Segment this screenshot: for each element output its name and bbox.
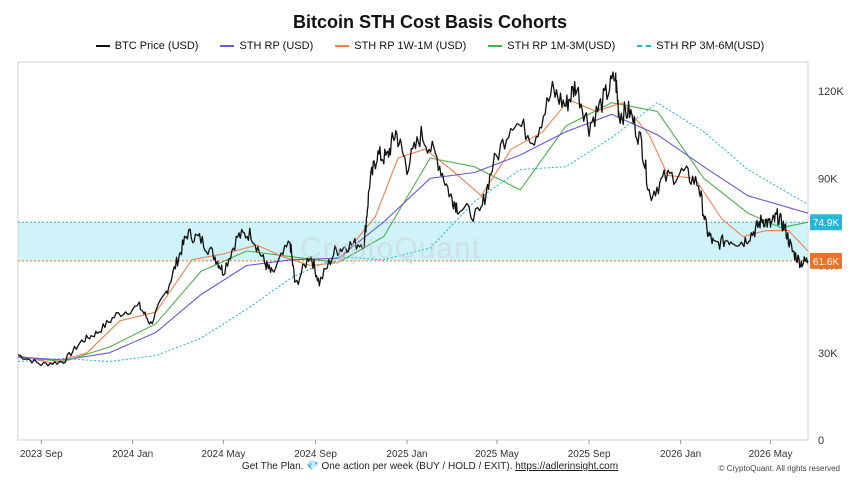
series-sth-rp-1m-3m (17, 102, 809, 363)
legend-label-sth-rp: STH RP (USD) (239, 40, 314, 52)
x-tick-label: 2026 Jan (660, 449, 701, 460)
series-sth-rp-3m-6m (17, 102, 809, 363)
series-sth-rp (17, 113, 809, 361)
copyright: © CryptoQuant. All rights reserved (718, 464, 841, 473)
footer: Get The Plan. 💎 One action per week (BUY… (0, 461, 860, 472)
x-tick-label: 2024 Jan (112, 449, 153, 460)
footer-link[interactable]: https://adlerinsight.com (515, 461, 619, 472)
x-tick-label: 2025 May (475, 449, 519, 460)
legend-swatch-btc (95, 45, 110, 47)
value-tag-bg (810, 214, 842, 231)
x-tick-label: 2024 Sep (294, 449, 337, 460)
legend-item-3m-6m[interactable]: STH RP 3M-6M(USD) (637, 40, 764, 52)
x-tick-label: 2026 May (749, 449, 793, 460)
chart-title: Bitcoin STH Cost Basis Cohorts (292, 12, 568, 32)
legend: BTC Price (USD) STH RP (USD) STH RP 1W-1… (0, 40, 860, 52)
value-tag-bg (810, 252, 842, 269)
x-tick-label: 2024 May (201, 449, 245, 460)
legend-swatch-3m-6m (637, 45, 652, 47)
legend-label-1w-1m: STH RP 1W-1M (USD) (354, 40, 467, 52)
y-tick-label: 30K (818, 348, 838, 360)
legend-item-1w-1m[interactable]: STH RP 1W-1M (USD) (335, 40, 466, 52)
cost-basis-band (18, 222, 808, 261)
y-tick-label: 120K (818, 86, 844, 98)
legend-swatch-1w-1m (335, 45, 350, 47)
value-tag-label: 74.9K (813, 218, 839, 229)
legend-item-sth-rp[interactable]: STH RP (USD) (220, 40, 313, 52)
value-tag-label: 61.6K (813, 257, 839, 268)
legend-swatch-sth-rp (220, 45, 235, 47)
legend-label-btc: BTC Price (USD) (114, 40, 199, 52)
footer-text: Get The Plan. 💎 One action per week (BUY… (241, 461, 513, 472)
legend-label-3m-6m: STH RP 3M-6M(USD) (656, 40, 765, 52)
x-tick-label: 2025 Jan (386, 449, 427, 460)
y-tick-label: 0 (818, 435, 824, 447)
series-sth-rp-1w-1m (17, 99, 809, 364)
legend-label-1m-3m: STH RP 1M-3M(USD) (507, 40, 616, 52)
series-btc-price (17, 71, 809, 367)
x-tick-label: 2023 Sep (20, 449, 63, 460)
legend-item-1m-3m[interactable]: STH RP 1M-3M(USD) (488, 40, 615, 52)
y-tick-label: 90K (818, 173, 838, 185)
legend-item-btc[interactable]: BTC Price (USD) (95, 40, 199, 52)
legend-swatch-1m-3m (488, 45, 503, 47)
x-tick-label: 2025 Sep (568, 449, 611, 460)
